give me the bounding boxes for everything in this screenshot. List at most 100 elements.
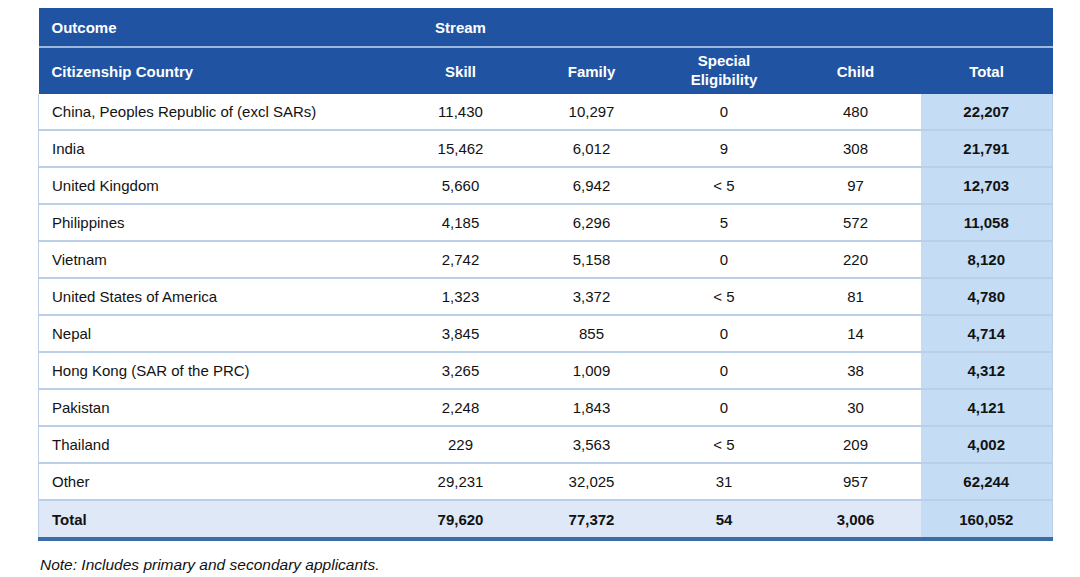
header-family: Family	[526, 47, 658, 94]
outcomes-by-stream-table: Outcome Stream Citizenship Country Skill…	[38, 8, 1053, 541]
special-eligibility-cell: < 5	[658, 278, 791, 315]
header-stream: Stream	[396, 8, 526, 47]
total-cell: 4,312	[921, 352, 1053, 389]
table-row: Vietnam 2,742 5,158 0 220 8,120	[39, 241, 1053, 278]
skill-cell: 29,231	[396, 463, 526, 500]
table-row: Other 29,231 32,025 31 957 62,244	[39, 463, 1053, 500]
skill-cell: 3,845	[396, 315, 526, 352]
child-cell: 572	[791, 204, 921, 241]
skill-cell: 2,248	[396, 389, 526, 426]
country-cell: United Kingdom	[39, 167, 396, 204]
family-cell: 3,563	[526, 426, 658, 463]
skill-cell: 15,462	[396, 130, 526, 167]
header-empty-4	[921, 8, 1053, 47]
family-cell: 855	[526, 315, 658, 352]
family-cell: 10,297	[526, 94, 658, 130]
total-cell: 4,780	[921, 278, 1053, 315]
country-cell: Philippines	[39, 204, 396, 241]
family-cell: 6,012	[526, 130, 658, 167]
outcomes-by-stream-table-wrap: Outcome Stream Citizenship Country Skill…	[38, 8, 1052, 541]
header-skill: Skill	[396, 47, 526, 94]
table-row: India 15,462 6,012 9 308 21,791	[39, 130, 1053, 167]
header-special-eligibility: Special Eligibility	[658, 47, 791, 94]
special-eligibility-cell: 0	[658, 352, 791, 389]
special-eligibility-cell: 0	[658, 94, 791, 130]
total-row-grand-total: 160,052	[921, 500, 1053, 539]
country-cell: Vietnam	[39, 241, 396, 278]
skill-cell: 3,265	[396, 352, 526, 389]
country-cell: Other	[39, 463, 396, 500]
family-cell: 5,158	[526, 241, 658, 278]
table-row: Hong Kong (SAR of the PRC) 3,265 1,009 0…	[39, 352, 1053, 389]
skill-cell: 4,185	[396, 204, 526, 241]
table-header: Outcome Stream Citizenship Country Skill…	[39, 8, 1053, 94]
total-cell: 62,244	[921, 463, 1053, 500]
special-eligibility-cell: 31	[658, 463, 791, 500]
skill-cell: 5,660	[396, 167, 526, 204]
total-cell: 11,058	[921, 204, 1053, 241]
country-cell: India	[39, 130, 396, 167]
child-cell: 220	[791, 241, 921, 278]
skill-cell: 229	[396, 426, 526, 463]
table-row: Philippines 4,185 6,296 5 572 11,058	[39, 204, 1053, 241]
family-cell: 32,025	[526, 463, 658, 500]
header-total: Total	[921, 47, 1053, 94]
table-row: Thailand 229 3,563 < 5 209 4,002	[39, 426, 1053, 463]
special-eligibility-cell: 5	[658, 204, 791, 241]
total-row-special-eligibility: 54	[658, 500, 791, 539]
total-cell: 21,791	[921, 130, 1053, 167]
total-row-child: 3,006	[791, 500, 921, 539]
country-cell: Nepal	[39, 315, 396, 352]
skill-cell: 1,323	[396, 278, 526, 315]
header-empty-3	[791, 8, 921, 47]
total-row: Total 79,620 77,372 54 3,006 160,052	[39, 500, 1053, 539]
country-cell: China, Peoples Republic of (excl SARs)	[39, 94, 396, 130]
family-cell: 1,843	[526, 389, 658, 426]
family-cell: 6,296	[526, 204, 658, 241]
table-body: China, Peoples Republic of (excl SARs) 1…	[39, 94, 1053, 539]
header-empty-1	[526, 8, 658, 47]
total-row-label: Total	[39, 500, 396, 539]
column-header-row: Citizenship Country Skill Family Special…	[39, 47, 1053, 94]
child-cell: 209	[791, 426, 921, 463]
child-cell: 480	[791, 94, 921, 130]
family-cell: 1,009	[526, 352, 658, 389]
total-cell: 4,121	[921, 389, 1053, 426]
child-cell: 97	[791, 167, 921, 204]
child-cell: 30	[791, 389, 921, 426]
country-cell: Pakistan	[39, 389, 396, 426]
table-row: United Kingdom 5,660 6,942 < 5 97 12,703	[39, 167, 1053, 204]
total-cell: 4,002	[921, 426, 1053, 463]
total-cell: 4,714	[921, 315, 1053, 352]
skill-cell: 2,742	[396, 241, 526, 278]
header-child: Child	[791, 47, 921, 94]
table-row: United States of America 1,323 3,372 < 5…	[39, 278, 1053, 315]
special-eligibility-cell: 9	[658, 130, 791, 167]
special-eligibility-cell: 0	[658, 241, 791, 278]
total-row-skill: 79,620	[396, 500, 526, 539]
table-note: Note: Includes primary and secondary app…	[40, 556, 1080, 574]
header-citizenship-country: Citizenship Country	[39, 47, 396, 94]
special-eligibility-cell: 0	[658, 315, 791, 352]
special-eligibility-cell: < 5	[658, 426, 791, 463]
table-row: Nepal 3,845 855 0 14 4,714	[39, 315, 1053, 352]
child-cell: 957	[791, 463, 921, 500]
total-cell: 8,120	[921, 241, 1053, 278]
special-eligibility-cell: < 5	[658, 167, 791, 204]
total-cell: 12,703	[921, 167, 1053, 204]
child-cell: 14	[791, 315, 921, 352]
country-cell: United States of America	[39, 278, 396, 315]
skill-cell: 11,430	[396, 94, 526, 130]
table-row: China, Peoples Republic of (excl SARs) 1…	[39, 94, 1053, 130]
header-group-row: Outcome Stream	[39, 8, 1053, 47]
country-cell: Hong Kong (SAR of the PRC)	[39, 352, 396, 389]
family-cell: 3,372	[526, 278, 658, 315]
header-outcome: Outcome	[39, 8, 396, 47]
total-row-family: 77,372	[526, 500, 658, 539]
child-cell: 308	[791, 130, 921, 167]
table-row: Pakistan 2,248 1,843 0 30 4,121	[39, 389, 1053, 426]
country-cell: Thailand	[39, 426, 396, 463]
family-cell: 6,942	[526, 167, 658, 204]
child-cell: 81	[791, 278, 921, 315]
special-eligibility-cell: 0	[658, 389, 791, 426]
